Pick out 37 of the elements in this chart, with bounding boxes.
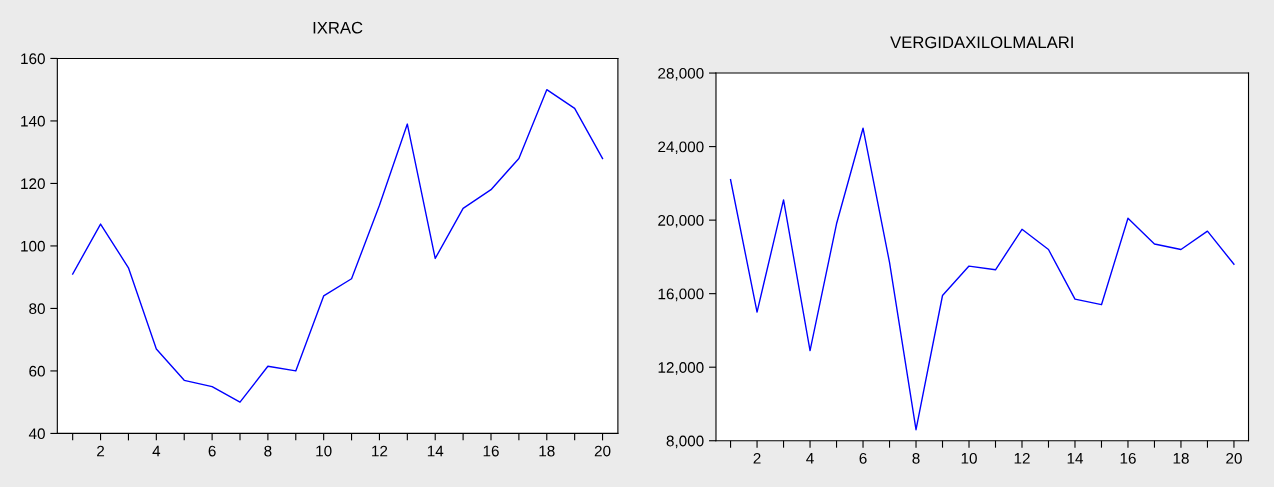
y-tick-label: 8,000 [666,435,704,449]
x-tick-label: 8 [912,452,920,464]
x-tick-label: 2 [753,452,761,464]
x-tick-label: 4 [806,453,814,464]
y-tick-label: 28,000 [658,67,704,81]
x-tick-label: 12 [1014,452,1030,464]
line-series [729,127,1235,431]
x-tick-label: 2 [97,445,105,457]
x-tick-label: 16 [1120,452,1136,464]
line-series [71,88,604,403]
y-tick-label: 100 [21,240,45,252]
chart-title: IXRAC [313,21,363,34]
y-tick-label: 24,000 [658,141,704,155]
y-tick-label: 12,000 [658,362,704,375]
y-tick-label: 20,000 [658,214,704,228]
x-tick-label: 6 [859,452,867,464]
x-tick-label: 20 [594,445,611,457]
y-tick-label: 120 [21,178,45,190]
y-tick-label: 16,000 [658,288,704,302]
y-tick-label: 40 [28,428,45,440]
x-tick-label: 12 [372,445,388,457]
y-tick-label: 140 [21,115,45,127]
x-tick-label: 14 [427,445,444,457]
x-tick-label: 10 [316,445,332,457]
x-tick-label: 10 [961,452,977,464]
y-tick-label: 80 [29,303,45,315]
x-tick-label: 8 [264,445,272,457]
x-tick-label: 6 [208,445,216,457]
chart-title: VERGIDAXILOLMALARI [890,36,1073,49]
y-tick-label: 160 [21,53,45,65]
x-tick-label: 4 [152,445,161,457]
x-tick-label: 18 [1173,452,1189,464]
x-tick-label: 20 [1226,452,1242,464]
x-tick-label: 14 [1067,453,1084,464]
y-tick-label: 60 [29,365,45,377]
x-tick-label: 18 [539,445,555,457]
x-tick-label: 16 [483,445,499,457]
